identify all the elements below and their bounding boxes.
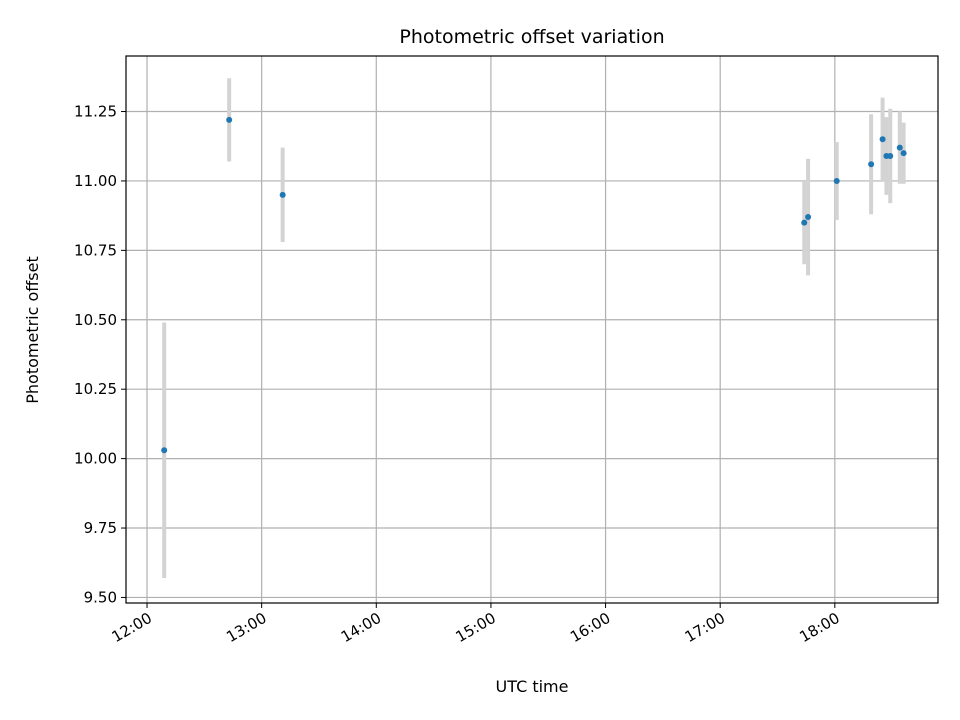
data-point [279, 191, 286, 198]
data-point [887, 152, 894, 159]
y-tick-label: 10.25 [74, 380, 117, 398]
data-point [226, 116, 233, 123]
plot-frame [125, 55, 939, 604]
data-point [896, 144, 903, 151]
data-point [805, 214, 812, 221]
data-point [879, 136, 886, 143]
data-point [833, 177, 840, 184]
y-axis-title: Photometric offset [23, 256, 42, 404]
y-tick-label: 11.25 [74, 103, 117, 121]
y-axis-ticks: 9.50 9.75 10.00 10.25 10.50 10.75 11.00 11.25 [74, 103, 126, 606]
y-tick-label: 10.75 [74, 241, 117, 259]
data-point [868, 161, 875, 168]
x-axis-title: UTC time [496, 677, 569, 696]
data-points [161, 116, 907, 454]
data-point [801, 219, 808, 226]
y-tick-label: 10.50 [74, 311, 117, 329]
data-point [900, 150, 907, 157]
chart-title: Photometric offset variation [399, 26, 664, 48]
y-tick-label: 10.00 [74, 450, 117, 468]
y-tick-label: 9.50 [84, 588, 117, 606]
grid [126, 56, 938, 603]
data-point [161, 447, 168, 454]
y-tick-label: 11.00 [74, 172, 117, 190]
y-tick-label: 9.75 [84, 519, 117, 537]
